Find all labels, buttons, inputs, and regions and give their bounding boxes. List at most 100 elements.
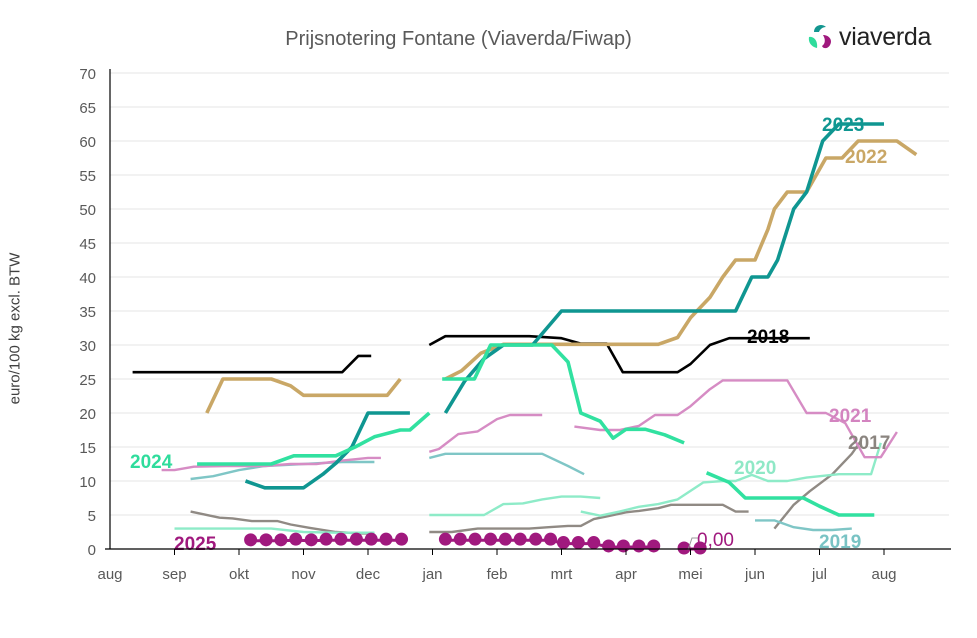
data-point-2025: [616, 539, 630, 553]
series-label-2017: 2017: [848, 433, 890, 454]
data-point-2025: [289, 532, 303, 546]
data-point-2025: [349, 532, 363, 546]
y-tick-label: 0: [88, 542, 96, 559]
data-point-2025: [571, 536, 585, 550]
data-point-2025: [498, 532, 512, 546]
series-line-2023: [443, 122, 884, 414]
viaverda-logo-icon: [808, 24, 832, 49]
series-line-2019: [429, 452, 585, 476]
series-label-2021: 2021: [829, 406, 872, 427]
y-tick-label: 60: [79, 134, 96, 151]
series-line-2024: [705, 471, 875, 517]
data-point-2025: [556, 536, 570, 550]
x-tick-label: feb: [487, 566, 508, 583]
series-label-2019: 2019: [819, 532, 861, 553]
series-label-2025: 2025: [174, 534, 217, 555]
series-labels: 2017 2018 2019 2020 2021 2022 2023 2024 2025 0,00: [130, 115, 890, 555]
chart-title: Prijsnotering Fontane (Viaverda/Fiwap): [285, 28, 632, 50]
data-point-2025: [304, 533, 318, 547]
y-tick-label: 10: [79, 474, 96, 491]
y-tick-label: 65: [79, 100, 96, 117]
series-2024: [197, 343, 875, 517]
series-line-2021: [161, 456, 381, 472]
data-point-2025: [677, 541, 691, 555]
series-2021: [161, 379, 898, 472]
zero-value-annotation: 0,00: [697, 530, 734, 551]
series-label-2020: 2020: [734, 458, 776, 479]
series-line-2020: [580, 442, 882, 517]
viaverda-logo: viaverda: [805, 22, 931, 52]
y-tick-label: 55: [79, 168, 96, 185]
x-tick-label: okt: [229, 566, 250, 583]
y-tick-label: 15: [79, 440, 96, 457]
x-tick-label: jul: [811, 566, 827, 583]
data-point-2025: [693, 541, 707, 555]
series-line-2021: [428, 413, 543, 453]
data-point-2025: [544, 532, 558, 546]
data-point-2025: [453, 532, 467, 546]
logo-text: viaverda: [839, 22, 932, 51]
y-tick-label: 5: [88, 508, 96, 525]
data-point-2025: [468, 532, 482, 546]
series-2020: [174, 442, 882, 534]
series-line-2017: [773, 439, 863, 530]
series-line-2020: [174, 527, 375, 534]
data-point-2025: [364, 532, 378, 546]
data-point-2025: [438, 532, 452, 546]
series-line-2017: [429, 503, 749, 534]
series-line-2022: [205, 377, 402, 414]
series-line-2019: [755, 519, 852, 532]
data-point-2025: [319, 532, 333, 546]
series-line-2024: [442, 343, 685, 445]
annotation-leader: [687, 537, 698, 551]
x-tick-label: jun: [744, 566, 765, 583]
series-lines: [132, 122, 918, 555]
data-point-2025: [395, 532, 409, 546]
series-2023: [244, 122, 884, 490]
x-tick-label: mrt: [551, 566, 573, 583]
y-tick-label: 30: [79, 338, 96, 355]
data-point-2025: [484, 532, 498, 546]
x-tick-label: aug: [871, 566, 896, 583]
y-tick-label: 25: [79, 372, 96, 389]
x-tick-label: dec: [356, 566, 381, 583]
y-tick-label: 20: [79, 406, 96, 423]
y-tick-label: 35: [79, 304, 96, 321]
y-tick-label: 50: [79, 202, 96, 219]
series-line-2024: [197, 411, 431, 466]
y-tick-label: 45: [79, 236, 96, 253]
y-tick-labels: 0 5 10 15 20 25 30 35 40 45 50 55 60 65 70: [79, 66, 96, 559]
series-line-2020: [429, 495, 601, 517]
series-line-2023: [244, 411, 410, 490]
x-tick-labels: aug sep okt nov dec jan feb mrt apr mei jun jul aug: [97, 566, 896, 583]
x-tick-label: aug: [97, 566, 122, 583]
series-line-2018: [132, 354, 372, 374]
y-tick-label: 70: [79, 66, 96, 83]
data-point-2025: [513, 532, 527, 546]
series-label-2023: 2023: [822, 115, 864, 136]
series-line-2018: [428, 334, 810, 374]
series-label-2018: 2018: [747, 327, 789, 348]
y-tick-label: 40: [79, 270, 96, 287]
data-point-2025: [587, 536, 601, 550]
series-label-2022: 2022: [845, 147, 887, 168]
data-point-2025: [602, 539, 616, 553]
series-2018: [132, 334, 810, 374]
data-point-2025: [244, 533, 258, 547]
x-tick-label: nov: [291, 566, 316, 583]
data-point-2025: [529, 532, 543, 546]
x-tick-label: apr: [615, 566, 637, 583]
data-point-2025: [647, 539, 661, 553]
series-2025: [244, 532, 707, 555]
series-line-2021: [574, 379, 898, 459]
series-label-2024: 2024: [130, 452, 173, 473]
data-point-2025: [274, 533, 288, 547]
data-point-2025: [379, 532, 393, 546]
data-point-2025: [334, 532, 348, 546]
x-tick-label: jan: [421, 566, 442, 583]
axes: [105, 69, 951, 555]
x-tick-label: sep: [162, 566, 186, 583]
x-tick-label: mei: [678, 566, 702, 583]
data-point-2025: [632, 539, 646, 553]
